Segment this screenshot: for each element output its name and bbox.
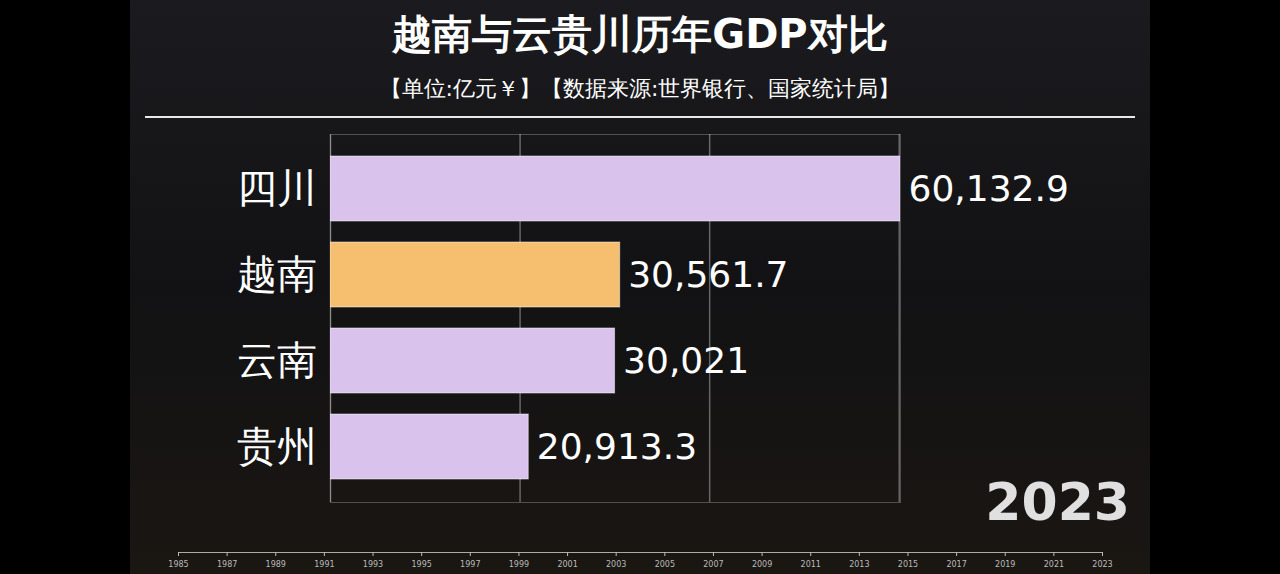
svg-text:2003: 2003 <box>606 560 626 569</box>
svg-text:2001: 2001 <box>557 560 577 569</box>
svg-text:2011: 2011 <box>801 560 821 569</box>
svg-text:2021: 2021 <box>1044 560 1064 569</box>
svg-text:2015: 2015 <box>898 560 918 569</box>
svg-text:2005: 2005 <box>655 560 675 569</box>
svg-text:2013: 2013 <box>849 560 869 569</box>
svg-text:1985: 1985 <box>168 560 188 569</box>
html-text:【单位:亿元￥】【数据来源:世界银行、国家统计局】: 【单位:亿元￥】【数据来源:世界银行、国家统计局】 <box>379 76 901 101</box>
svg-text:贵州: 贵州 <box>237 423 317 469</box>
svg-text:30,561.7: 30,561.7 <box>628 254 788 295</box>
svg-text:2017: 2017 <box>946 560 966 569</box>
svg-text:2019: 2019 <box>995 560 1015 569</box>
html-text:2023: 2023 <box>985 472 1130 532</box>
svg-text:1993: 1993 <box>363 560 383 569</box>
svg-text:30,021: 30,021 <box>623 340 749 381</box>
html-text:越南与云贵川历年GDP对比: 越南与云贵川历年GDP对比 <box>392 11 888 57</box>
svg-text:四川: 四川 <box>237 165 317 211</box>
svg-text:60,132.9: 60,132.9 <box>909 168 1069 209</box>
svg-text:越南: 越南 <box>237 251 317 297</box>
svg-text:2007: 2007 <box>703 560 723 569</box>
svg-text:2023: 2023 <box>1092 560 1112 569</box>
svg-text:1995: 1995 <box>411 560 431 569</box>
svg-text:1991: 1991 <box>314 560 334 569</box>
svg-text:1989: 1989 <box>266 560 286 569</box>
svg-text:1999: 1999 <box>509 560 529 569</box>
svg-text:2009: 2009 <box>752 560 772 569</box>
svg-text:1987: 1987 <box>217 560 237 569</box>
svg-text:1997: 1997 <box>460 560 480 569</box>
svg-text:20,913.3: 20,913.3 <box>537 426 697 467</box>
svg-text:云南: 云南 <box>237 337 317 383</box>
